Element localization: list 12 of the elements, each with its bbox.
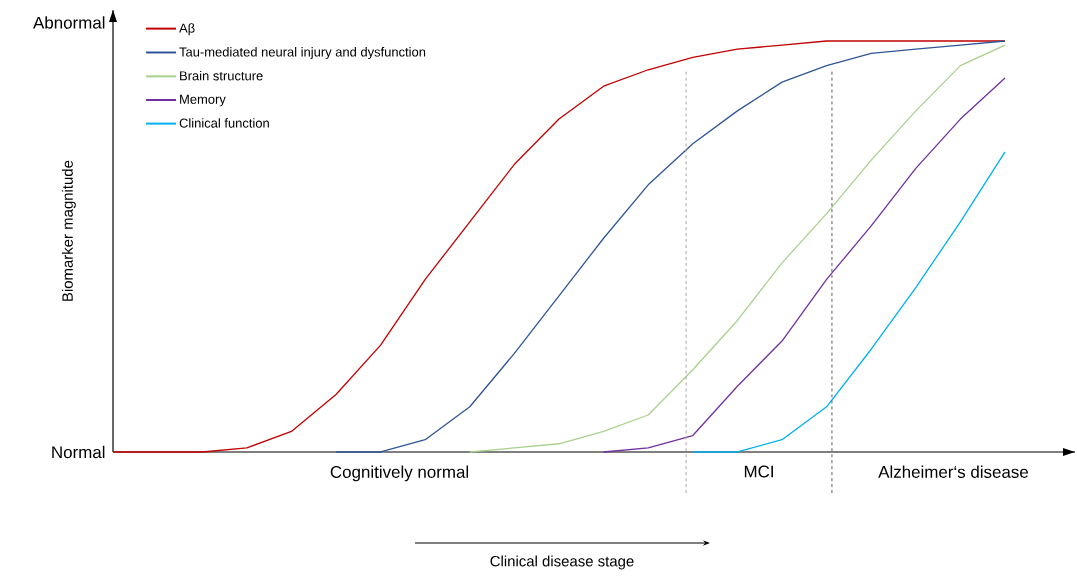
- legend-label: Tau-mediated neural injury and dysfunction: [179, 47, 426, 60]
- legend-label: Clinical function: [179, 118, 269, 128]
- text: Cognitively normal: [330, 465, 469, 482]
- annotation: Normal: [52, 445, 105, 459]
- legend-label: Aβ: [179, 23, 195, 36]
- legend-label: Brain structure: [180, 70, 263, 81]
- text: Abnormal: [33, 16, 105, 29]
- text: Clinical disease stage: [490, 555, 634, 570]
- text: Alzheimer‘s disease: [878, 465, 1028, 478]
- y-axis-title: Biomarker magnitude: [61, 160, 76, 301]
- legend-label: Memory: [180, 94, 226, 107]
- text: MCI: [744, 465, 773, 478]
